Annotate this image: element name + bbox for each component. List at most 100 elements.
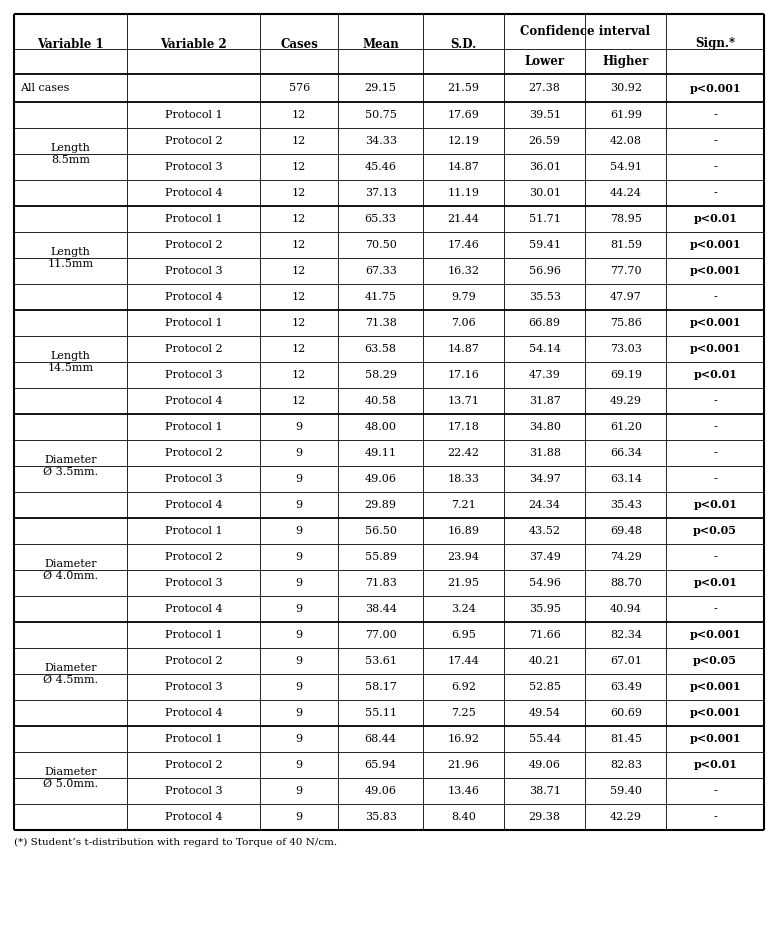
Text: 42.08: 42.08 [610,136,642,146]
Text: -: - [713,604,717,614]
Text: 35.43: 35.43 [610,500,642,510]
Text: 65.94: 65.94 [365,760,397,770]
Text: 58.17: 58.17 [365,682,397,692]
Text: 34.97: 34.97 [529,474,561,484]
Text: 42.29: 42.29 [610,812,642,822]
Text: 16.89: 16.89 [447,526,479,536]
Text: 54.91: 54.91 [610,162,642,172]
Text: 21.59: 21.59 [447,83,479,93]
Text: 55.11: 55.11 [365,708,397,718]
Text: 12.19: 12.19 [447,136,479,146]
Text: 39.51: 39.51 [529,110,561,120]
Text: p<0.001: p<0.001 [689,681,741,692]
Text: p<0.01: p<0.01 [693,577,737,589]
Text: 38.71: 38.71 [529,786,561,796]
Text: 49.06: 49.06 [365,474,397,484]
Text: 9: 9 [296,500,303,510]
Text: 67.33: 67.33 [365,266,397,276]
Text: 23.94: 23.94 [447,552,479,562]
Text: 35.53: 35.53 [529,292,561,302]
Text: p<0.01: p<0.01 [693,214,737,224]
Text: p<0.01: p<0.01 [693,759,737,771]
Text: Diameter
Ø 3.5mm.: Diameter Ø 3.5mm. [43,455,98,477]
Text: Protocol 4: Protocol 4 [165,604,223,614]
Text: 12: 12 [292,162,307,172]
Text: 66.34: 66.34 [610,448,642,458]
Text: 61.99: 61.99 [610,110,642,120]
Text: 24.34: 24.34 [529,500,561,510]
Text: Confidence interval: Confidence interval [520,25,650,38]
Text: -: - [713,136,717,146]
Text: 26.59: 26.59 [529,136,561,146]
Text: 13.46: 13.46 [447,786,479,796]
Text: 67.01: 67.01 [610,656,642,666]
Text: Protocol 4: Protocol 4 [165,396,223,406]
Text: 34.80: 34.80 [529,422,561,432]
Text: Protocol 1: Protocol 1 [165,318,223,328]
Text: 58.29: 58.29 [365,370,397,380]
Text: Lower: Lower [524,55,565,68]
Text: 16.92: 16.92 [447,734,479,744]
Text: 59.41: 59.41 [529,240,561,250]
Text: 13.71: 13.71 [447,396,479,406]
Text: 9: 9 [296,786,303,796]
Text: 63.14: 63.14 [610,474,642,484]
Text: 12: 12 [292,370,307,380]
Text: 78.95: 78.95 [610,214,642,224]
Text: Protocol 3: Protocol 3 [165,370,223,380]
Text: 52.85: 52.85 [529,682,561,692]
Text: 12: 12 [292,214,307,224]
Text: 47.97: 47.97 [610,292,642,302]
Text: 17.18: 17.18 [447,422,479,432]
Text: -: - [713,396,717,406]
Text: 59.40: 59.40 [610,786,642,796]
Text: 37.49: 37.49 [529,552,561,562]
Text: Protocol 4: Protocol 4 [165,292,223,302]
Text: -: - [713,786,717,796]
Text: 9: 9 [296,682,303,692]
Text: 41.75: 41.75 [365,292,397,302]
Text: 12: 12 [292,344,307,354]
Text: 49.06: 49.06 [529,760,561,770]
Text: 9: 9 [296,526,303,536]
Text: 576: 576 [289,83,310,93]
Text: 8.40: 8.40 [451,812,476,822]
Text: 74.29: 74.29 [610,552,642,562]
Text: 9: 9 [296,578,303,588]
Text: Protocol 1: Protocol 1 [165,630,223,640]
Text: 51.71: 51.71 [529,214,561,224]
Text: Protocol 3: Protocol 3 [165,474,223,484]
Text: 17.46: 17.46 [447,240,479,250]
Text: 14.87: 14.87 [447,162,479,172]
Text: 63.49: 63.49 [610,682,642,692]
Text: 9: 9 [296,812,303,822]
Text: 22.42: 22.42 [447,448,479,458]
Text: 49.29: 49.29 [610,396,642,406]
Text: 21.95: 21.95 [447,578,479,588]
Text: 53.61: 53.61 [365,656,397,666]
Text: Variable 1: Variable 1 [37,38,104,51]
Text: 82.83: 82.83 [610,760,642,770]
Text: p<0.01: p<0.01 [693,499,737,511]
Text: 70.50: 70.50 [365,240,397,250]
Text: 37.13: 37.13 [365,188,397,198]
Text: 49.11: 49.11 [365,448,397,458]
Text: Protocol 4: Protocol 4 [165,500,223,510]
Text: 56.96: 56.96 [529,266,561,276]
Text: Protocol 4: Protocol 4 [165,812,223,822]
Text: 54.14: 54.14 [529,344,561,354]
Text: Diameter
Ø 4.5mm.: Diameter Ø 4.5mm. [43,663,98,685]
Text: 31.88: 31.88 [529,448,561,458]
Text: p<0.001: p<0.001 [689,239,741,251]
Text: Protocol 2: Protocol 2 [165,760,223,770]
Text: 30.92: 30.92 [610,83,642,93]
Text: p<0.001: p<0.001 [689,317,741,329]
Text: 30.01: 30.01 [529,188,561,198]
Text: 40.58: 40.58 [365,396,397,406]
Text: 6.95: 6.95 [451,630,476,640]
Text: 14.87: 14.87 [447,344,479,354]
Text: 65.33: 65.33 [365,214,397,224]
Text: S.D.: S.D. [450,38,477,51]
Text: Protocol 1: Protocol 1 [165,422,223,432]
Text: 44.24: 44.24 [610,188,642,198]
